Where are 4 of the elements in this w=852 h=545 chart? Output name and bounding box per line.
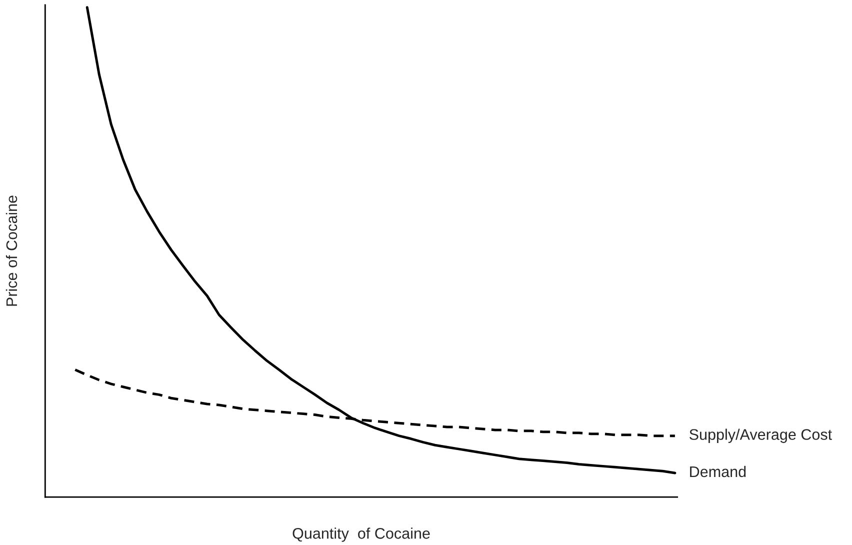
x-axis-title: Quantity of Cocaine [292,528,430,542]
y-axis-title: Price of Cocaine [6,196,18,306]
series-label: Supply/Average Cost [690,428,832,443]
series-label: Demand [690,466,746,478]
